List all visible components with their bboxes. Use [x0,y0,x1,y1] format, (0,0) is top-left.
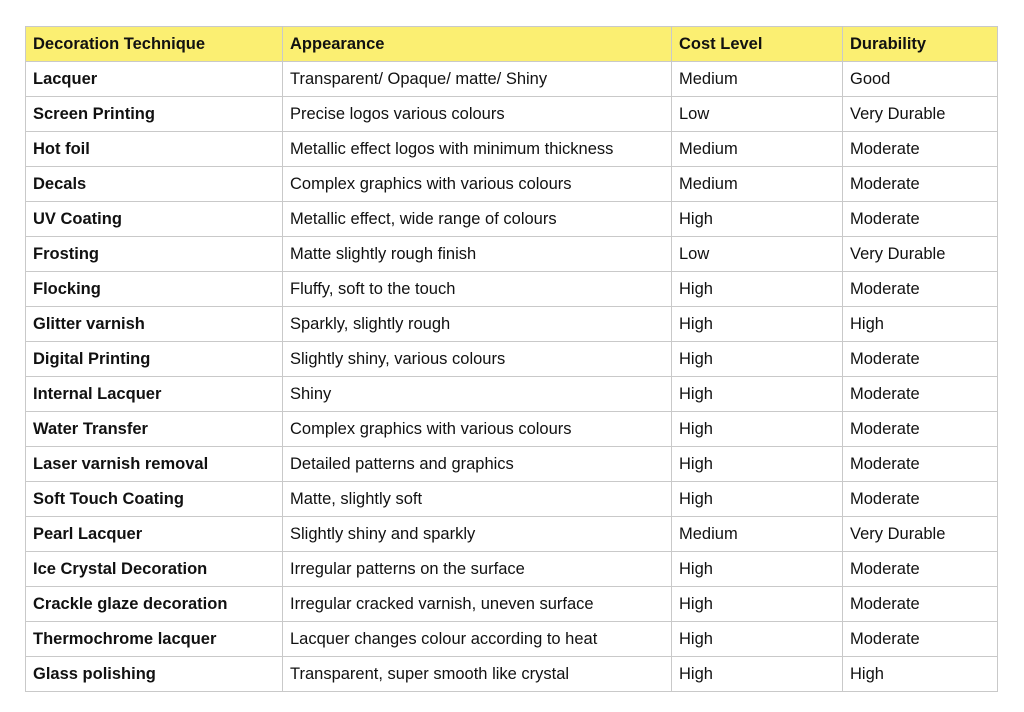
table-cell: Irregular patterns on the surface [282,551,672,587]
table-cell: Moderate [842,131,998,167]
table-cell: Medium [671,131,843,167]
table-cell: Matte, slightly soft [282,481,672,517]
table-cell: High [671,411,843,447]
table-cell: Moderate [842,201,998,237]
table-cell: High [671,621,843,657]
table-cell: High [842,656,998,692]
table-cell: Crackle glaze decoration [25,586,283,622]
header-cell: Durability [842,26,998,62]
table-row: Flocking Fluffy, soft to the touch High Mod… [25,271,998,307]
table-cell: Good [842,61,998,97]
table-cell: Moderate [842,166,998,202]
table-cell: Very Durable [842,516,998,552]
table-cell: Precise logos various colours [282,96,672,132]
table-cell: Medium [671,61,843,97]
table-cell: Hot foil [25,131,283,167]
table-cell: Medium [671,516,843,552]
table-cell: Fluffy, soft to the touch [282,271,672,307]
table-cell: High [671,446,843,482]
table-cell: Moderate [842,586,998,622]
table-row: Ice Crystal Decoration Irregular patterns… [25,551,998,587]
table-cell: Transparent, super smooth like crystal [282,656,672,692]
table-row: Thermochrome lacquer Lacquer changes colo… [25,621,998,657]
table-cell: Moderate [842,411,998,447]
table-cell: Moderate [842,271,998,307]
table-cell: Complex graphics with various colours [282,411,672,447]
table-cell: Low [671,236,843,272]
table-cell: High [671,586,843,622]
header-cell: Decoration Technique [25,26,283,62]
table-cell: Metallic effect, wide range of colours [282,201,672,237]
table-cell: High [671,656,843,692]
table-cell: Irregular cracked varnish, uneven surfac… [282,586,672,622]
table-row: Crackle glaze decoration Irregular cracke… [25,586,998,622]
table-cell: Flocking [25,271,283,307]
table-cell: High [671,551,843,587]
table-cell: Laser varnish removal [25,446,283,482]
table-body: Lacquer Transparent/ Opaque/ matte/ Shiny… [25,61,998,692]
table: Decoration Technique Appearance Cost Level… [25,26,998,692]
table-cell: Moderate [842,446,998,482]
header-row: Decoration Technique Appearance Cost Level… [25,26,998,62]
table-row: Digital Printing Slightly shiny, various … [25,341,998,377]
table-cell: Screen Printing [25,96,283,132]
table-container: Decoration Technique Appearance Cost Level… [25,26,998,692]
table-cell: High [671,201,843,237]
table-cell: Moderate [842,481,998,517]
table-cell: High [671,481,843,517]
table-cell: Ice Crystal Decoration [25,551,283,587]
table-row: Hot foil Metallic effect logos with minim… [25,131,998,167]
table-cell: High [671,376,843,412]
table-cell: Sparkly, slightly rough [282,306,672,342]
table-cell: Glass polishing [25,656,283,692]
table-cell: High [671,271,843,307]
table-cell: Water Transfer [25,411,283,447]
table-cell: Moderate [842,376,998,412]
table-cell: UV Coating [25,201,283,237]
table-cell: Complex graphics with various colours [282,166,672,202]
table-row: Pearl Lacquer Slightly shiny and sparkly M… [25,516,998,552]
header-cell: Cost Level [671,26,843,62]
table-cell: Low [671,96,843,132]
table-cell: Metallic effect logos with minimum thick… [282,131,672,167]
table-cell: Pearl Lacquer [25,516,283,552]
table-cell: Thermochrome lacquer [25,621,283,657]
table-row: Internal Lacquer Shiny High Moderate [25,376,998,412]
table-cell: Lacquer [25,61,283,97]
table-row: Soft Touch Coating Matte, slightly soft Hi… [25,481,998,517]
table-cell: Frosting [25,236,283,272]
table-row: Laser varnish removal Detailed patterns a… [25,446,998,482]
table-row: Frosting Matte slightly rough finish Low Ve… [25,236,998,272]
header-cell: Appearance [282,26,672,62]
table-cell: Slightly shiny, various colours [282,341,672,377]
table-cell: Digital Printing [25,341,283,377]
table-row: Glitter varnish Sparkly, slightly rough Hi… [25,306,998,342]
table-cell: Matte slightly rough finish [282,236,672,272]
table-cell: Glitter varnish [25,306,283,342]
table-cell: Moderate [842,621,998,657]
table-cell: Decals [25,166,283,202]
table-row: Water Transfer Complex graphics with vari… [25,411,998,447]
table-row: Screen Printing Precise logos various col… [25,96,998,132]
table-cell: High [842,306,998,342]
table-cell: Shiny [282,376,672,412]
table-cell: Transparent/ Opaque/ matte/ Shiny [282,61,672,97]
table-row: UV Coating Metallic effect, wide range of… [25,201,998,237]
table-cell: Very Durable [842,96,998,132]
table-cell: Medium [671,166,843,202]
table-row: Glass polishing Transparent, super smooth… [25,656,998,692]
table-cell: Slightly shiny and sparkly [282,516,672,552]
table-cell: High [671,306,843,342]
table-cell: Moderate [842,341,998,377]
table-cell: Detailed patterns and graphics [282,446,672,482]
table-row: Lacquer Transparent/ Opaque/ matte/ Shiny… [25,61,998,97]
table-cell: Moderate [842,551,998,587]
table-cell: Lacquer changes colour according to heat [282,621,672,657]
table-cell: High [671,341,843,377]
table-cell: Internal Lacquer [25,376,283,412]
table-cell: Very Durable [842,236,998,272]
table-row: Decals Complex graphics with various colo… [25,166,998,202]
table-cell: Soft Touch Coating [25,481,283,517]
